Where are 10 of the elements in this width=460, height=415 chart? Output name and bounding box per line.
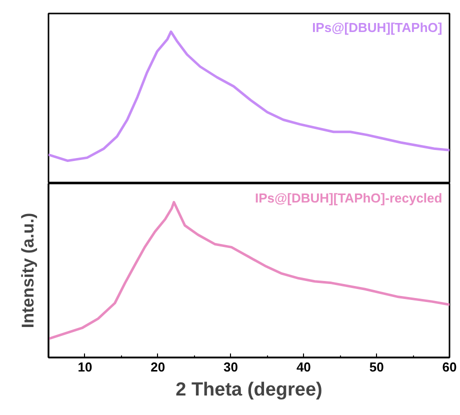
y-axis-title: Intensity (a.u.) (18, 212, 38, 328)
text: IPs@[DBUH][TAPhO] (312, 20, 442, 35)
text: IPs@[DBUH][TAPhO]-recycled (254, 190, 442, 206)
x-tick-label: 50 (369, 360, 384, 374)
x-tick-label: 60 (442, 360, 457, 374)
x-tick-label: 40 (296, 360, 311, 374)
x-tick-label: 10 (78, 360, 92, 374)
x-tick-label: 20 (150, 360, 166, 374)
x-tick-label: 30 (224, 360, 238, 374)
x-axis-title: 2 Theta (degree) (176, 380, 322, 400)
